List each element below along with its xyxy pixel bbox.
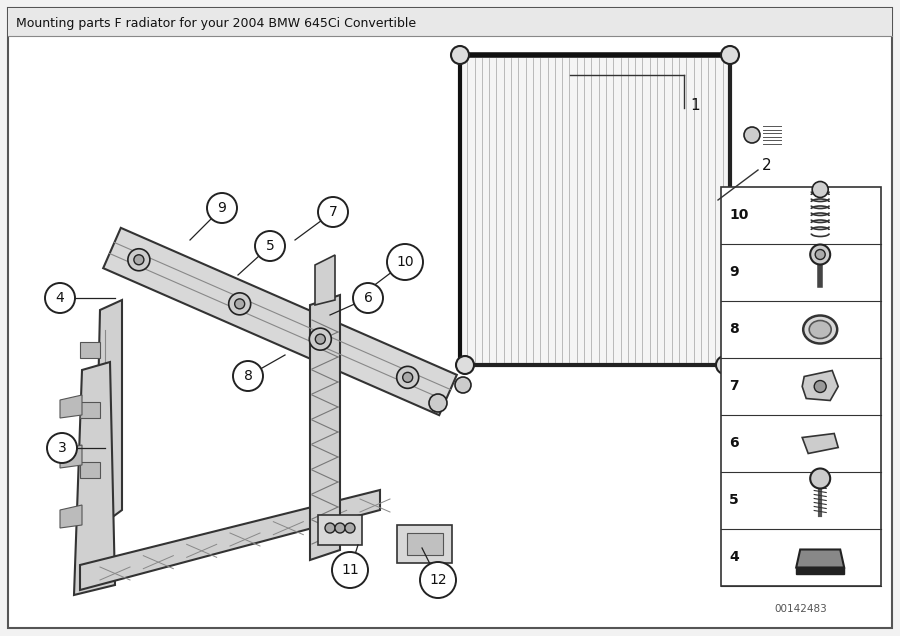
Text: 8: 8 [244,369,252,383]
Polygon shape [802,371,838,401]
Circle shape [810,244,830,265]
Text: 7: 7 [328,205,338,219]
Polygon shape [60,395,82,418]
Text: 2: 2 [762,158,771,172]
Circle shape [345,523,355,533]
Ellipse shape [809,321,832,338]
Circle shape [451,46,469,64]
Circle shape [47,433,77,463]
Polygon shape [802,434,838,453]
Circle shape [233,361,263,391]
Circle shape [402,372,413,382]
Polygon shape [796,550,844,567]
Circle shape [456,356,474,374]
Polygon shape [60,505,82,528]
Text: 3: 3 [58,441,67,455]
Text: 1: 1 [690,97,699,113]
Circle shape [716,356,734,374]
Circle shape [128,249,150,271]
Circle shape [387,244,423,280]
Polygon shape [315,255,335,305]
Text: 12: 12 [429,573,446,587]
Circle shape [335,523,345,533]
Bar [721,187,881,586]
Bar [407,533,443,555]
Circle shape [255,231,285,261]
Text: 4: 4 [729,550,739,564]
Polygon shape [80,490,380,590]
Bar [80,462,100,478]
Polygon shape [60,445,82,468]
Text: 6: 6 [729,436,739,450]
Bar [796,567,844,574]
Circle shape [235,299,245,309]
Text: 9: 9 [218,201,227,215]
Ellipse shape [803,315,837,343]
Polygon shape [310,295,340,560]
Bar [8,8,892,36]
Text: 8: 8 [729,322,739,336]
Circle shape [814,380,826,392]
Circle shape [455,377,471,393]
Circle shape [332,552,368,588]
Circle shape [318,197,348,227]
Text: 00142483: 00142483 [775,604,827,614]
Text: 11: 11 [341,563,359,577]
Text: 5: 5 [729,493,739,507]
Bar [318,515,362,545]
Text: 10: 10 [396,255,414,269]
Circle shape [721,46,739,64]
Text: Mounting parts F radiator for your 2004 BMW 645Ci Convertible: Mounting parts F radiator for your 2004 … [16,17,416,29]
Polygon shape [95,300,122,530]
Text: 10: 10 [729,208,749,222]
Circle shape [353,283,383,313]
Circle shape [134,255,144,265]
Polygon shape [104,228,457,415]
Text: 5: 5 [266,239,274,253]
Circle shape [397,366,418,389]
Circle shape [315,334,325,344]
Text: 9: 9 [729,265,739,279]
Circle shape [744,247,760,263]
Circle shape [429,394,447,412]
Circle shape [45,283,75,313]
Bar [80,402,100,418]
Circle shape [815,249,825,259]
Text: 7: 7 [729,379,739,393]
Bar [80,342,100,358]
Circle shape [310,328,331,350]
Polygon shape [460,55,730,365]
Text: 4: 4 [56,291,65,305]
Polygon shape [74,362,115,595]
Bar [397,525,452,563]
Circle shape [325,523,335,533]
Circle shape [229,293,251,315]
Circle shape [810,469,830,488]
Circle shape [812,181,828,198]
Text: 6: 6 [364,291,373,305]
Circle shape [744,127,760,143]
Circle shape [207,193,237,223]
Circle shape [420,562,456,598]
